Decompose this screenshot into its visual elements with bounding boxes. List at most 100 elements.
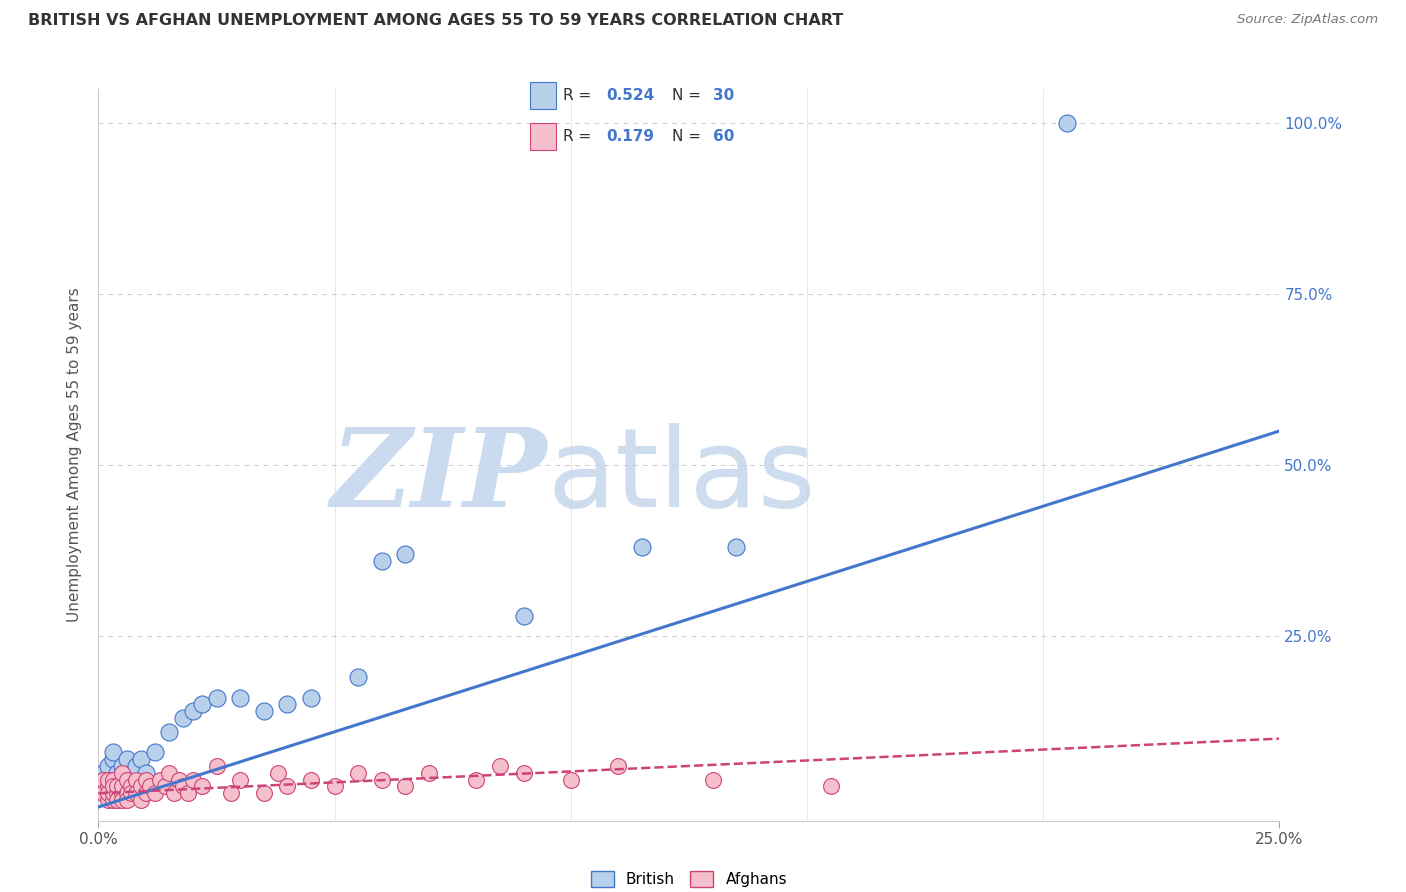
0.179 [101, 772, 124, 787]
0.524 [97, 759, 120, 773]
0.179 [229, 772, 252, 787]
Text: BRITISH VS AFGHAN UNEMPLOYMENT AMONG AGES 55 TO 59 YEARS CORRELATION CHART: BRITISH VS AFGHAN UNEMPLOYMENT AMONG AGE… [28, 13, 844, 29]
0.179 [101, 780, 124, 794]
0.179 [135, 772, 157, 787]
0.524 [191, 698, 214, 712]
0.179 [253, 786, 276, 800]
0.179 [163, 786, 186, 800]
0.179 [157, 765, 180, 780]
0.179 [219, 786, 242, 800]
0.179 [607, 759, 630, 773]
Text: atlas: atlas [547, 424, 815, 531]
0.179 [191, 780, 214, 794]
0.179 [418, 765, 440, 780]
0.179 [143, 786, 166, 800]
0.524 [101, 745, 124, 759]
0.179 [139, 780, 162, 794]
0.179 [489, 759, 512, 773]
0.179 [97, 780, 120, 794]
0.179 [111, 793, 134, 807]
Text: 0.524: 0.524 [606, 88, 655, 103]
0.524 [276, 698, 298, 712]
0.524 [91, 780, 114, 794]
0.524 [630, 540, 652, 554]
0.179 [205, 759, 228, 773]
Text: R =: R = [564, 88, 596, 103]
0.179 [371, 772, 394, 787]
0.179 [91, 786, 114, 800]
0.524 [512, 608, 534, 623]
0.179 [101, 786, 124, 800]
0.179 [115, 786, 138, 800]
0.179 [820, 780, 842, 794]
Text: 30: 30 [713, 88, 734, 103]
0.179 [149, 772, 172, 787]
0.524 [115, 752, 138, 766]
0.179 [111, 780, 134, 794]
0.524 [135, 765, 157, 780]
0.524 [143, 745, 166, 759]
0.524 [181, 704, 204, 718]
0.179 [181, 772, 204, 787]
0.179 [129, 780, 152, 794]
Legend: British, Afghans: British, Afghans [585, 865, 793, 892]
0.524 [157, 724, 180, 739]
0.179 [97, 772, 120, 787]
0.179 [101, 793, 124, 807]
0.524 [394, 547, 416, 561]
0.524 [129, 752, 152, 766]
0.179 [97, 793, 120, 807]
Bar [530, 123, 555, 150]
0.179 [125, 772, 148, 787]
0.179 [111, 786, 134, 800]
0.524 [125, 759, 148, 773]
0.179 [167, 772, 190, 787]
0.524 [347, 670, 370, 684]
Text: 60: 60 [713, 129, 734, 144]
0.179 [153, 780, 176, 794]
0.179 [299, 772, 322, 787]
0.524 [172, 711, 194, 725]
0.179 [91, 786, 114, 800]
0.179 [323, 780, 346, 794]
0.179 [111, 765, 134, 780]
Bar [530, 82, 555, 109]
0.524 [91, 765, 114, 780]
0.179 [105, 786, 128, 800]
0.524 [725, 540, 748, 554]
Text: N =: N = [672, 129, 706, 144]
0.179 [560, 772, 582, 787]
0.179 [135, 786, 157, 800]
0.179 [276, 780, 298, 794]
0.179 [97, 786, 120, 800]
0.179 [465, 772, 488, 787]
Y-axis label: Unemployment Among Ages 55 to 59 years: Unemployment Among Ages 55 to 59 years [67, 287, 83, 623]
0.179 [512, 765, 534, 780]
0.524 [229, 690, 252, 705]
0.524 [371, 554, 394, 568]
0.524 [111, 759, 134, 773]
Text: Source: ZipAtlas.com: Source: ZipAtlas.com [1237, 13, 1378, 27]
0.179 [115, 772, 138, 787]
0.179 [347, 765, 370, 780]
0.524 [253, 704, 276, 718]
0.179 [129, 793, 152, 807]
0.524 [105, 765, 128, 780]
0.524 [1056, 116, 1078, 130]
0.179 [177, 786, 200, 800]
0.179 [91, 772, 114, 787]
0.524 [121, 765, 143, 780]
0.524 [299, 690, 322, 705]
0.179 [172, 780, 194, 794]
Text: 0.179: 0.179 [606, 129, 654, 144]
Text: R =: R = [564, 129, 602, 144]
Text: ZIP: ZIP [330, 423, 547, 531]
0.179 [105, 780, 128, 794]
0.179 [125, 786, 148, 800]
0.179 [121, 780, 143, 794]
0.524 [205, 690, 228, 705]
0.524 [97, 772, 120, 787]
Text: N =: N = [672, 88, 706, 103]
0.179 [702, 772, 724, 787]
0.179 [115, 793, 138, 807]
